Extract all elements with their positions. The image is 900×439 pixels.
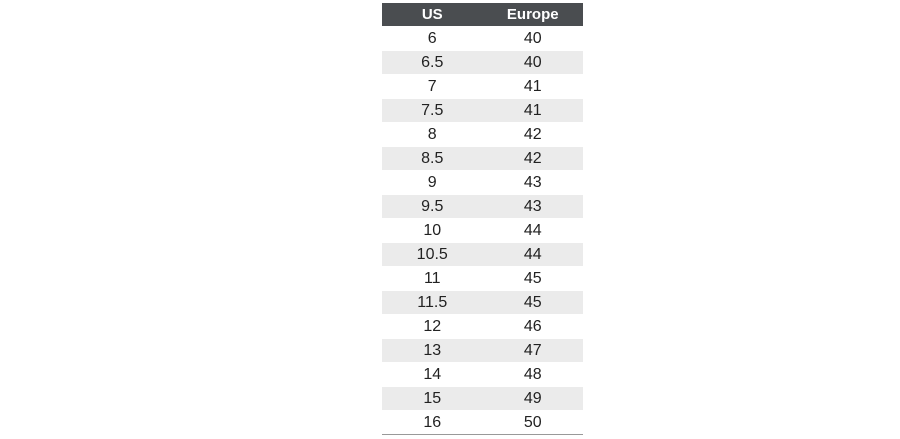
table-row: 8.5 42 xyxy=(382,146,583,171)
table-cell: 6 xyxy=(382,26,483,51)
header-row: US Europe xyxy=(382,3,583,27)
table-row: 10.5 44 xyxy=(382,242,583,267)
table-cell: 41 xyxy=(482,74,583,99)
header-cell: Europe xyxy=(482,3,583,27)
table-cell: 44 xyxy=(482,242,583,267)
size-table-container: US Europe 6 40 6.5 40 7 41 7.5 41 8 42 8.5 42 9 43 9.5 4… xyxy=(382,3,583,435)
table-cell: 47 xyxy=(482,338,583,363)
table-cell: 9.5 xyxy=(382,194,483,219)
table-cell: 45 xyxy=(482,290,583,315)
table-cell: 44 xyxy=(482,218,583,243)
table-row: 10 44 xyxy=(382,218,583,243)
table-row: 11 45 xyxy=(382,266,583,291)
table-header: US Europe xyxy=(382,3,583,27)
table-cell: 6.5 xyxy=(382,50,483,75)
table-cell: 43 xyxy=(482,194,583,219)
table-body: 6 40 6.5 40 7 41 7.5 41 8 42 8.5 42 9 43 9.5 43 10 44 10.5… xyxy=(382,26,583,435)
table-row: 7 41 xyxy=(382,74,583,99)
size-table: US Europe 6 40 6.5 40 7 41 7.5 41 8 42 8.5 42 9 43 9.5 4… xyxy=(382,3,583,435)
table-row: 11.5 45 xyxy=(382,290,583,315)
table-cell: 43 xyxy=(482,170,583,195)
table-cell: 50 xyxy=(482,410,583,435)
table-row: 13 47 xyxy=(382,338,583,363)
table-cell: 8.5 xyxy=(382,146,483,171)
table-row: 15 49 xyxy=(382,386,583,411)
table-cell: 10.5 xyxy=(382,242,483,267)
table-cell: 40 xyxy=(482,26,583,51)
table-row: 6 40 xyxy=(382,26,583,51)
table-cell: 14 xyxy=(382,362,483,387)
table-cell: 13 xyxy=(382,338,483,363)
table-row: 6.5 40 xyxy=(382,50,583,75)
table-cell: 11 xyxy=(382,266,483,291)
table-row: 9 43 xyxy=(382,170,583,195)
table-cell: 10 xyxy=(382,218,483,243)
table-cell: 15 xyxy=(382,386,483,411)
header-cell: US xyxy=(382,3,483,27)
table-cell: 42 xyxy=(482,122,583,147)
table-cell: 41 xyxy=(482,98,583,123)
table-row: 8 42 xyxy=(382,122,583,147)
table-row: 14 48 xyxy=(382,362,583,387)
table-cell: 45 xyxy=(482,266,583,291)
table-cell: 8 xyxy=(382,122,483,147)
table-cell: 49 xyxy=(482,386,583,411)
table-cell: 40 xyxy=(482,50,583,75)
table-cell: 12 xyxy=(382,314,483,339)
table-cell: 16 xyxy=(382,410,483,435)
table-cell: 11.5 xyxy=(382,290,483,315)
table-row: 9.5 43 xyxy=(382,194,583,219)
table-cell: 42 xyxy=(482,146,583,171)
table-row: 7.5 41 xyxy=(382,98,583,123)
table-cell: 46 xyxy=(482,314,583,339)
table-cell: 7 xyxy=(382,74,483,99)
table-cell: 7.5 xyxy=(382,98,483,123)
table-row: 16 50 xyxy=(382,410,583,435)
table-cell: 48 xyxy=(482,362,583,387)
table-row: 12 46 xyxy=(382,314,583,339)
table-cell: 9 xyxy=(382,170,483,195)
